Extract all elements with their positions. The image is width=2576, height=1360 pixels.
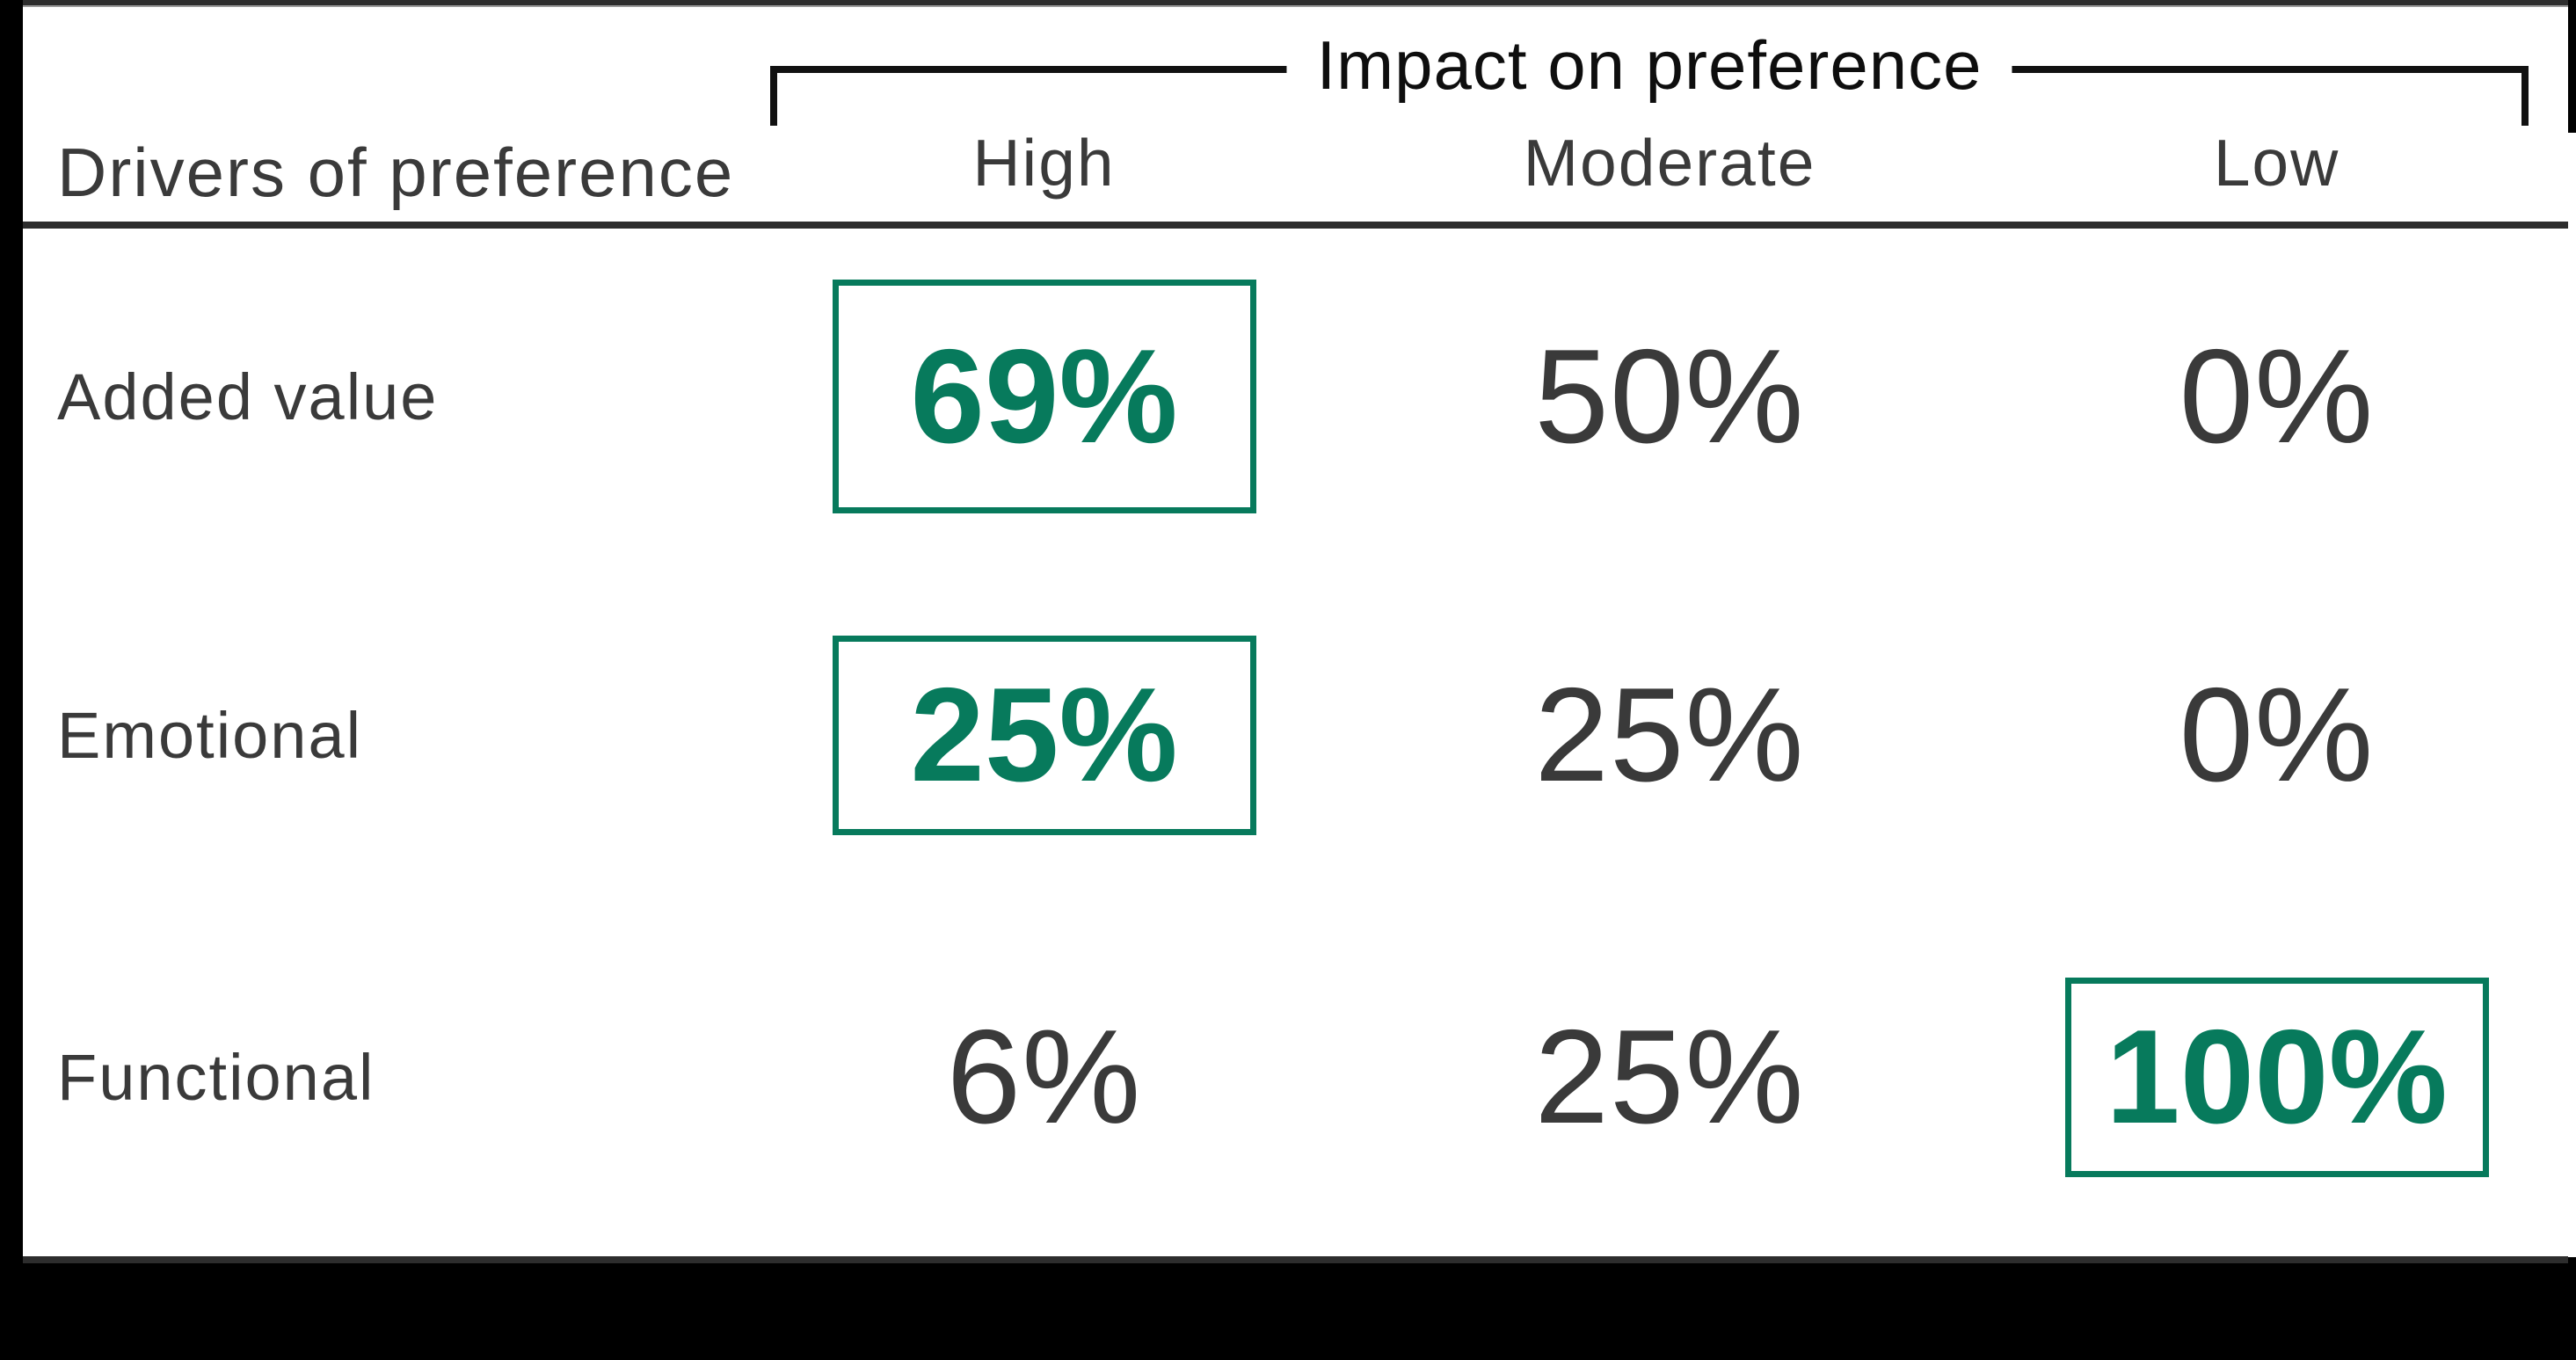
highlight-box-added-value-high: 69% bbox=[832, 280, 1256, 513]
column-header-low: Low bbox=[1985, 5, 2568, 222]
right-margin-strip bbox=[2568, 133, 2576, 1257]
cell-emotional-high: 25% bbox=[734, 564, 1354, 905]
cell-added-value-moderate: 50% bbox=[1359, 229, 1980, 564]
row-label-cell-emotional: Emotional bbox=[23, 564, 729, 905]
row-label-functional: Functional bbox=[57, 1041, 375, 1114]
value-emotional-low: 0% bbox=[2179, 659, 2375, 810]
column-header-moderate-label: Moderate bbox=[1523, 126, 1816, 200]
value-added-value-high: 69% bbox=[910, 321, 1178, 471]
table-card: Impact on preference Drivers of preferen… bbox=[23, 0, 2568, 1263]
value-added-value-low: 0% bbox=[2179, 321, 2375, 471]
table-body: Added value 69% 50% 0% Emotional 25% bbox=[23, 229, 2568, 1249]
highlight-box-functional-low: 100% bbox=[2064, 978, 2489, 1177]
value-functional-low: 100% bbox=[2106, 1002, 2448, 1152]
cell-functional-high: 6% bbox=[734, 905, 1354, 1249]
column-header-moderate: Moderate bbox=[1359, 5, 1980, 222]
row-label-cell-added-value: Added value bbox=[23, 229, 729, 564]
value-functional-moderate: 25% bbox=[1534, 1002, 1805, 1152]
value-emotional-moderate: 25% bbox=[1534, 659, 1805, 810]
cell-emotional-low: 0% bbox=[1985, 564, 2568, 905]
value-added-value-moderate: 50% bbox=[1534, 321, 1805, 471]
row-label-cell-functional: Functional bbox=[23, 905, 729, 1249]
cell-added-value-high: 69% bbox=[734, 229, 1354, 564]
table-header-row: Drivers of preference High Moderate Low bbox=[23, 5, 2568, 229]
value-emotional-high: 25% bbox=[910, 659, 1178, 810]
corner-header-cell: Drivers of preference bbox=[23, 5, 732, 222]
cell-functional-low: 100% bbox=[1985, 905, 2568, 1249]
cell-functional-moderate: 25% bbox=[1359, 905, 1980, 1249]
cell-emotional-moderate: 25% bbox=[1359, 564, 1980, 905]
column-header-high: High bbox=[734, 5, 1354, 222]
row-label-emotional: Emotional bbox=[57, 698, 363, 772]
column-header-high-label: High bbox=[972, 126, 1116, 200]
highlight-box-emotional-high: 25% bbox=[832, 635, 1256, 835]
corner-header-label: Drivers of preference bbox=[57, 134, 735, 211]
column-header-low-label: Low bbox=[2213, 126, 2340, 200]
cell-added-value-low: 0% bbox=[1985, 229, 2568, 564]
value-functional-high: 6% bbox=[946, 1002, 1142, 1152]
row-label-added-value: Added value bbox=[57, 360, 439, 433]
